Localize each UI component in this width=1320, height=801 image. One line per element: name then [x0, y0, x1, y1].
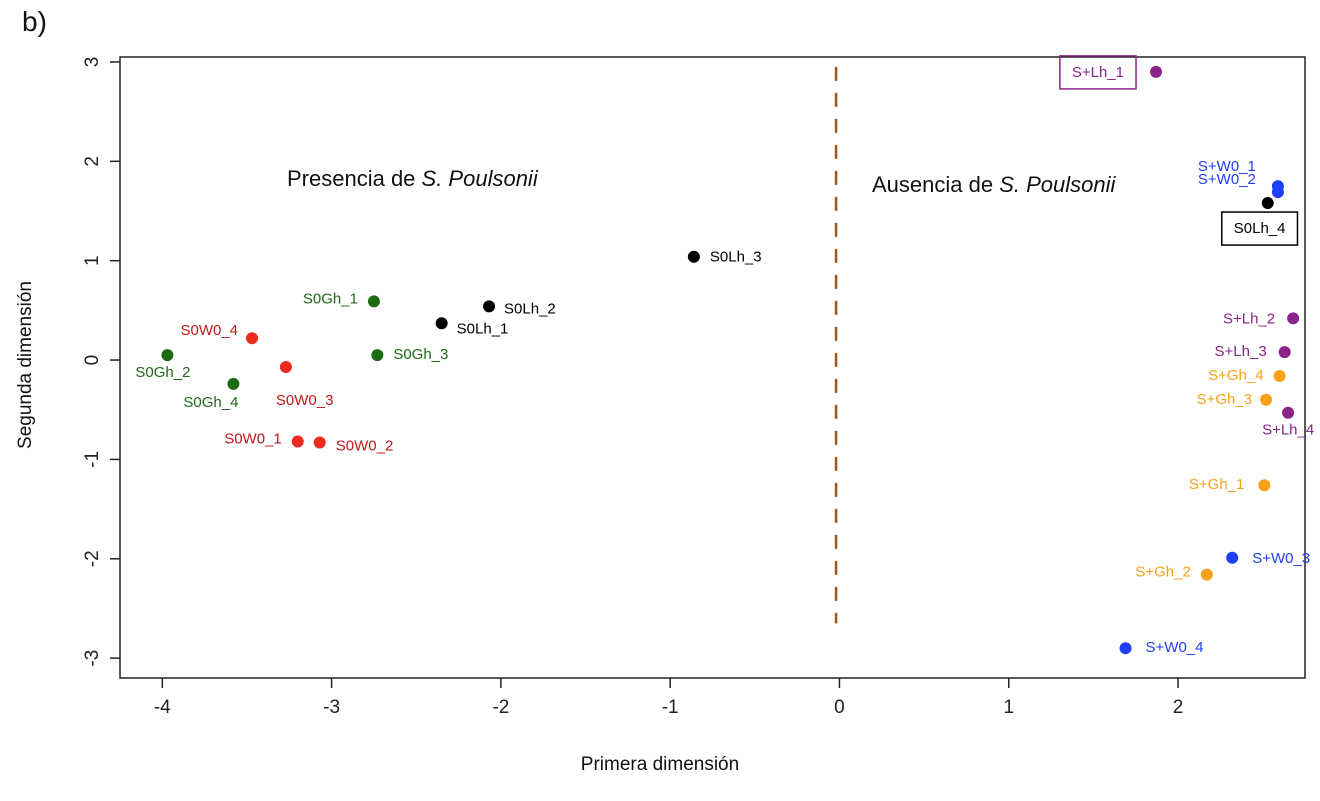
point-label: S0Lh_2 [504, 300, 556, 317]
point-label: S0W0_3 [276, 392, 334, 409]
point-label: S+Gh_3 [1197, 391, 1252, 408]
region-label-presence-text: Presencia de [287, 166, 422, 191]
panel-label: b) [22, 6, 47, 37]
data-point [687, 250, 700, 263]
data-point [1278, 346, 1291, 359]
point-label: S+Gh_4 [1208, 367, 1263, 384]
point-label: S0W0_4 [180, 322, 238, 339]
x-axis-title: Primera dimensión [580, 754, 740, 775]
data-point [1271, 186, 1284, 199]
point-label: S+W0_1 [1198, 158, 1256, 175]
point-label: S0Gh_1 [303, 290, 358, 307]
region-label-presence-species: S. Poulsonii [421, 166, 538, 191]
data-point [161, 349, 174, 362]
point-label-box [1221, 211, 1299, 246]
y-axis-title: Segunda dimensión [15, 281, 36, 449]
point-label: S0Lh_3 [710, 249, 762, 266]
data-point [483, 300, 496, 313]
data-point [1200, 568, 1213, 581]
point-label: S+Gh_1 [1189, 476, 1244, 493]
point-label: S+W0_3 [1252, 550, 1310, 567]
point-label: S+Lh_3 [1215, 343, 1267, 360]
point-label: S0W0_1 [224, 431, 282, 448]
y-tick-label: -1 [82, 451, 103, 468]
point-label: S+W0_2 [1198, 171, 1256, 188]
data-point [246, 332, 259, 345]
x-tick-label: 2 [1173, 697, 1184, 718]
y-tick-label: 1 [82, 255, 103, 266]
x-tick-label: 1 [1003, 697, 1014, 718]
data-point [371, 349, 384, 362]
point-label: S0Lh_4 [1234, 220, 1286, 237]
data-point [1287, 312, 1300, 325]
data-point [1226, 551, 1239, 564]
region-label-absence-text: Ausencia de [872, 172, 1000, 197]
point-label: S+Lh_2 [1223, 310, 1275, 327]
data-point [1258, 479, 1271, 492]
data-point [291, 435, 304, 448]
y-tick-label: -3 [82, 650, 103, 667]
x-tick-label: -4 [154, 697, 171, 718]
data-point [435, 317, 448, 330]
y-tick-label: -2 [82, 550, 103, 567]
point-label: S0Lh_1 [457, 320, 509, 337]
point-label: S0Gh_4 [183, 394, 238, 411]
y-tick-label: 0 [82, 355, 103, 366]
point-label: S+W0_4 [1146, 639, 1204, 656]
data-point [1282, 406, 1295, 419]
plot-frame [119, 56, 1306, 679]
region-label-absence-species: S. Poulsonii [999, 172, 1116, 197]
data-point [313, 436, 326, 449]
point-label: S0Gh_2 [135, 364, 190, 381]
x-tick-label: -3 [323, 697, 340, 718]
data-point [279, 361, 292, 374]
point-label: S+Lh_1 [1072, 64, 1124, 81]
x-tick-label: -2 [492, 697, 509, 718]
point-label: S+Lh_4 [1262, 422, 1314, 439]
data-point [1150, 65, 1163, 78]
data-point [1119, 642, 1132, 655]
data-point [1260, 393, 1273, 406]
point-label: S+Gh_2 [1135, 564, 1190, 581]
x-tick-label: -1 [662, 697, 679, 718]
point-label-box [1059, 55, 1137, 90]
x-tick-label: 0 [834, 697, 845, 718]
region-label-absence: Ausencia de S. Poulsonii [872, 172, 1115, 198]
data-point [227, 377, 240, 390]
y-tick-label: 2 [82, 156, 103, 167]
data-point [1273, 369, 1286, 382]
region-label-presence: Presencia de S. Poulsonii [287, 166, 538, 192]
data-point [1261, 197, 1274, 210]
y-tick-label: 3 [82, 57, 103, 68]
point-label: S0W0_2 [336, 438, 394, 455]
data-point [367, 295, 380, 308]
point-label: S0Gh_3 [393, 346, 448, 363]
